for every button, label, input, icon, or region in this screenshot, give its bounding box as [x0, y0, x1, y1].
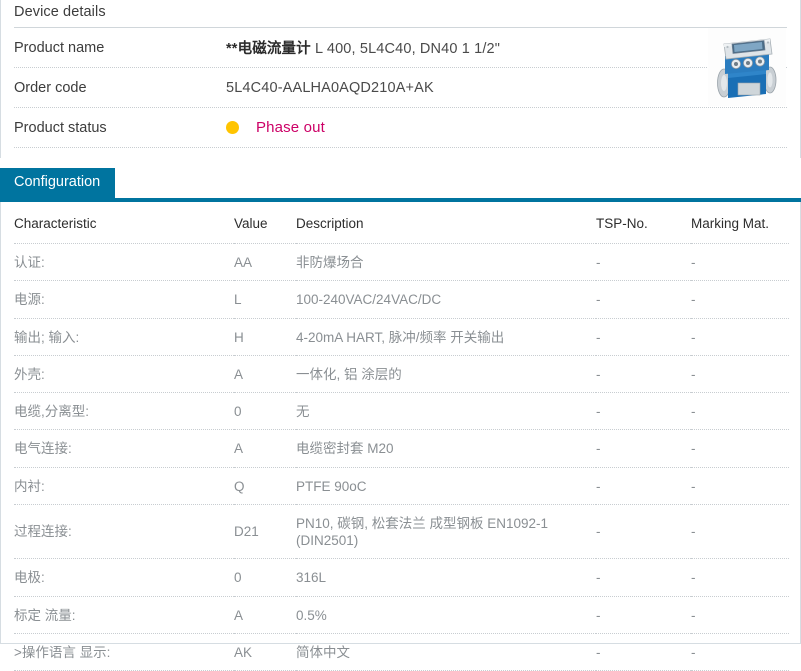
- column-header-marking-mat: Marking Mat.: [691, 202, 789, 244]
- order-code-value: 5L4C40-AALHA0AQD210A+AK: [226, 79, 434, 96]
- cell-characteristic: 电缆,分离型:: [14, 392, 234, 431]
- column-header-tsp-no: TSP-No.: [596, 202, 691, 244]
- cell-marking-mat: -: [691, 467, 789, 505]
- detail-label: Order code: [14, 79, 87, 96]
- cell-tsp-no: -: [596, 429, 691, 468]
- cell-description: 4-20mA HART, 脉冲/频率 开关输出: [296, 318, 596, 356]
- cell-value: H: [234, 318, 296, 356]
- tab-underline: [0, 198, 801, 202]
- cell-value: D21: [234, 504, 296, 560]
- status-badge: Phase out: [226, 119, 787, 136]
- cell-value: Q: [234, 467, 296, 505]
- cell-marking-mat: -: [691, 392, 789, 431]
- table-row: 标定 流量: A 0.5% - -: [14, 596, 789, 634]
- device-details-panel: Device details Product name **电磁流量计 L 40…: [0, 0, 801, 158]
- configuration-panel: Characteristic Value Description TSP-No.…: [0, 202, 801, 671]
- cell-tsp-no: -: [596, 596, 691, 634]
- column-header-description: Description: [296, 202, 596, 244]
- cell-description: 100-240VAC/24VAC/DC: [296, 280, 596, 319]
- table-row: 电极: 0 316L - -: [14, 558, 789, 597]
- column-header-value: Value: [234, 202, 296, 244]
- cell-description: 0.5%: [296, 596, 596, 634]
- cell-characteristic: >操作语言 显示:: [14, 633, 234, 671]
- cell-description: PN10, 碳钢, 松套法兰 成型钢板 EN1092-1 (DIN2501): [296, 504, 596, 560]
- cell-description: 无: [296, 392, 596, 431]
- cell-tsp-no: -: [596, 504, 691, 560]
- status-text: Phase out: [256, 119, 325, 136]
- cell-marking-mat: -: [691, 318, 789, 356]
- cell-marking-mat: -: [691, 429, 789, 468]
- cell-characteristic: 电气连接:: [14, 429, 234, 468]
- column-header-characteristic: Characteristic: [14, 202, 234, 244]
- cell-tsp-no: -: [596, 558, 691, 597]
- cell-marking-mat: -: [691, 633, 789, 671]
- cell-characteristic: 过程连接:: [14, 504, 234, 560]
- table-row: 认证: AA 非防爆场合 - -: [14, 243, 789, 282]
- cell-characteristic: 输出; 输入:: [14, 318, 234, 356]
- detail-row-order-code: Order code 5L4C40-AALHA0AQD210A+AK: [14, 68, 787, 108]
- status-dot-icon: [226, 121, 239, 134]
- cell-tsp-no: -: [596, 392, 691, 431]
- detail-label: Product name: [14, 39, 105, 56]
- table-row: 外壳: A 一体化, 铝 涂层的 - -: [14, 355, 789, 394]
- table-row: 电气连接: A 电缆密封套 M20- -: [14, 429, 789, 468]
- product-image: [708, 28, 786, 106]
- table-row: 输出; 输入: H 4-20mA HART, 脉冲/频率 开关输出 - -: [14, 318, 789, 356]
- cell-description: 非防爆场合: [296, 243, 596, 282]
- cell-marking-mat: -: [691, 355, 789, 394]
- cell-characteristic: 标定 流量:: [14, 596, 234, 634]
- cell-value: A: [234, 596, 296, 634]
- cell-value: A: [234, 355, 296, 394]
- tab-bar: Configuration: [0, 158, 801, 202]
- cell-value: A: [234, 429, 296, 468]
- cell-description: PTFE 90oC: [296, 467, 596, 505]
- table-body: 认证: AA 非防爆场合 - - 电源: L 100-240VAC/24VAC/DC - - 输出;…: [14, 243, 789, 671]
- cell-tsp-no: -: [596, 633, 691, 671]
- product-name-bold: **电磁流量计: [226, 41, 311, 57]
- page-title: Device details: [14, 4, 106, 20]
- cell-tsp-no: -: [596, 280, 691, 319]
- table-row: >操作语言 显示: AK 简体中文 - -: [14, 633, 789, 671]
- title-divider: [14, 27, 787, 28]
- cell-value: 0: [234, 392, 296, 431]
- cell-marking-mat: -: [691, 280, 789, 319]
- cell-characteristic: 电极:: [14, 558, 234, 597]
- cell-characteristic: 外壳:: [14, 355, 234, 394]
- cell-value: 0: [234, 558, 296, 597]
- product-name-rest: L 400, 5L4C40, DN40 1 1/2": [310, 41, 501, 57]
- cell-description: 简体中文: [296, 633, 596, 671]
- cell-marking-mat: -: [691, 504, 789, 560]
- cell-marking-mat: -: [691, 558, 789, 597]
- cell-description: 电缆密封套 M20: [296, 429, 596, 468]
- table-row: 内衬: Q PTFE 90oC - -: [14, 467, 789, 505]
- table-row: 电源: L 100-240VAC/24VAC/DC - -: [14, 280, 789, 319]
- cell-characteristic: 内衬:: [14, 467, 234, 505]
- cell-value: AK: [234, 633, 296, 671]
- cell-description: 316L: [296, 558, 596, 597]
- cell-value: AA: [234, 243, 296, 282]
- tab-configuration[interactable]: Configuration: [0, 168, 116, 198]
- cell-value: L: [234, 280, 296, 319]
- cell-tsp-no: -: [596, 467, 691, 505]
- table-row: 电缆,分离型: 0 无 - -: [14, 392, 789, 431]
- product-name-value: **电磁流量计 L 400, 5L4C40, DN40 1 1/2": [226, 37, 787, 58]
- detail-label: Product status: [14, 119, 107, 136]
- detail-row-product-status: Product status Phase out: [14, 108, 787, 148]
- cell-tsp-no: -: [596, 318, 691, 356]
- cell-characteristic: 电源:: [14, 280, 234, 319]
- cell-tsp-no: -: [596, 243, 691, 282]
- detail-row-product-name: Product name **电磁流量计 L 400, 5L4C40, DN40…: [14, 28, 787, 68]
- cell-marking-mat: -: [691, 596, 789, 634]
- table-row: 过程连接: D21 PN10, 碳钢, 松套法兰 成型钢板 EN1092-1 (DI…: [14, 504, 789, 560]
- table-header-row: Characteristic Value Description TSP-No.…: [14, 202, 789, 244]
- cell-description: 一体化, 铝 涂层的: [296, 355, 596, 394]
- configuration-table: Characteristic Value Description TSP-No.…: [14, 202, 789, 671]
- cell-marking-mat: -: [691, 243, 789, 282]
- table-header: Characteristic Value Description TSP-No.…: [14, 202, 789, 244]
- cell-tsp-no: -: [596, 355, 691, 394]
- cell-characteristic: 认证:: [14, 243, 234, 282]
